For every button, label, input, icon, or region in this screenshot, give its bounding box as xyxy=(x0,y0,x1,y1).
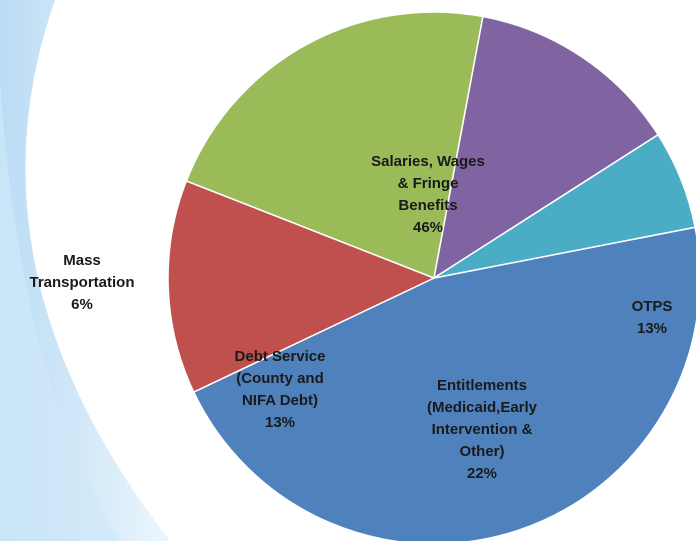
slice-label: Mass Transportation 6% xyxy=(29,250,134,316)
pie-slice xyxy=(432,15,660,280)
category-label: Salaries, Wages & Fringe Benefits xyxy=(371,153,485,214)
value-label: 22% xyxy=(466,465,498,482)
value-label: 13% xyxy=(636,320,668,337)
value-label: 46% xyxy=(412,219,444,236)
pie-slice xyxy=(185,11,484,280)
value-label: 13% xyxy=(264,414,296,431)
pie-slice xyxy=(433,133,696,279)
category-label: OTPS xyxy=(631,298,673,315)
category-label: Debt Service (County and NIFA Debt) xyxy=(234,348,326,409)
category-label: Mass Transportation xyxy=(29,252,135,291)
slice-label: Entitlements (Medicaid,Early Interventio… xyxy=(427,375,537,485)
value-label: 6% xyxy=(71,296,93,313)
slice-label: Debt Service (County and NIFA Debt) 13% xyxy=(235,346,326,434)
slice-label: OTPS 13% xyxy=(632,296,673,340)
pie-slice xyxy=(192,226,696,541)
background-decoration xyxy=(0,80,120,541)
slice-label: Salaries, Wages & Fringe Benefits 46% xyxy=(371,151,485,239)
category-label: Entitlements (Medicaid,Early Interventio… xyxy=(426,377,538,460)
pie-slice xyxy=(167,179,436,394)
